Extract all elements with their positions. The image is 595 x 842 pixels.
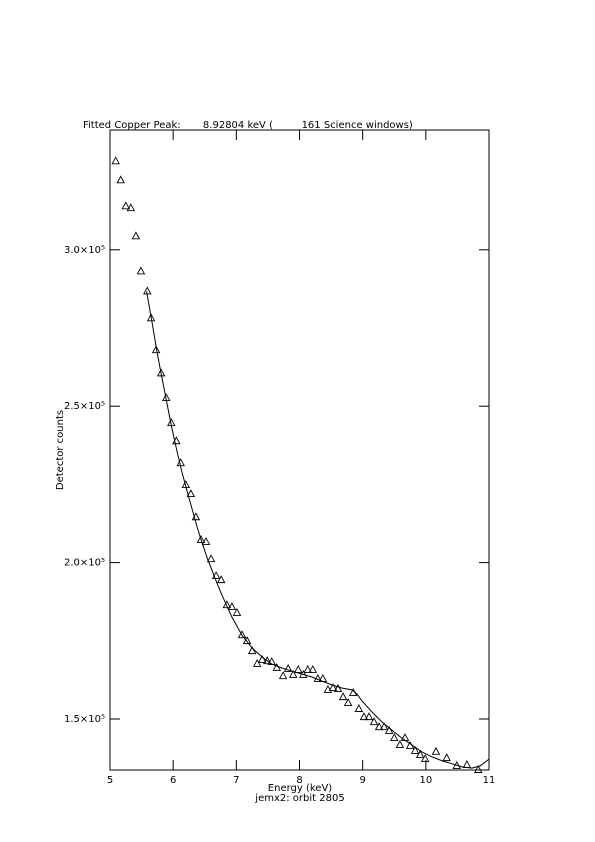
data-point <box>278 671 288 680</box>
data-point <box>216 575 226 584</box>
x-tick-label: 8 <box>296 775 302 786</box>
x-tick-label: 6 <box>170 775 176 786</box>
y-axis-label: Detector counts <box>55 410 66 490</box>
data-point <box>415 750 425 758</box>
data-point <box>333 684 343 692</box>
data-point <box>267 657 276 666</box>
data-point <box>442 753 451 762</box>
data-point <box>126 203 136 212</box>
data-point <box>186 489 196 498</box>
data-point <box>343 698 353 707</box>
data-point <box>283 664 293 672</box>
data-point <box>359 712 369 721</box>
data-point <box>222 600 232 609</box>
data-point <box>474 765 483 773</box>
data-point <box>420 754 430 763</box>
data-point <box>237 630 247 639</box>
y-tick-label: 2.5×10⁵ <box>64 401 105 412</box>
data-point <box>121 201 131 210</box>
data-point <box>328 683 338 691</box>
y-tick-label: 3.0×10⁵ <box>64 245 105 256</box>
x-tick-label: 9 <box>359 775 365 786</box>
data-point <box>395 740 405 748</box>
data-point <box>338 692 348 701</box>
data-point <box>303 664 312 673</box>
data-point <box>242 636 252 645</box>
data-point <box>354 704 364 712</box>
data-point <box>232 608 242 616</box>
data-point <box>227 602 237 610</box>
data-point <box>146 313 156 322</box>
data-point <box>257 654 267 663</box>
data-point <box>252 659 262 667</box>
data-point <box>374 722 384 731</box>
data-point <box>131 231 141 240</box>
x-axis-label: Energy (keV) <box>268 783 333 794</box>
data-point <box>293 664 303 673</box>
data-point <box>111 156 120 165</box>
chart-title: Fitted Copper Peak: 8.92804 keV ( 161 Sc… <box>83 120 413 131</box>
data-point <box>369 717 379 726</box>
data-point <box>323 684 333 693</box>
data-point <box>384 725 394 734</box>
data-point <box>263 656 272 665</box>
data-point <box>431 746 441 755</box>
y-tick-label: 1.5×10⁵ <box>64 714 105 725</box>
data-point <box>379 722 389 731</box>
x-tick-label: 7 <box>233 775 239 786</box>
x-tick-label: 11 <box>483 775 496 786</box>
fit-line <box>146 291 490 769</box>
data-point <box>136 266 146 275</box>
y-tick-label: 2.0×10⁵ <box>64 558 105 569</box>
data-point <box>288 669 298 678</box>
subtitle: jemx2: orbit 2805 <box>254 793 344 804</box>
data-point <box>364 712 374 721</box>
data-point <box>272 663 282 671</box>
data-point <box>151 345 161 354</box>
data-point <box>410 745 420 754</box>
x-tick-label: 5 <box>107 775 113 786</box>
data-point <box>206 554 216 563</box>
data-point <box>247 646 257 655</box>
data-point <box>196 535 206 544</box>
x-tick-label: 10 <box>419 775 432 786</box>
data-point <box>308 664 318 673</box>
data-point <box>116 175 125 184</box>
data-point <box>389 733 399 742</box>
data-point <box>201 537 211 545</box>
